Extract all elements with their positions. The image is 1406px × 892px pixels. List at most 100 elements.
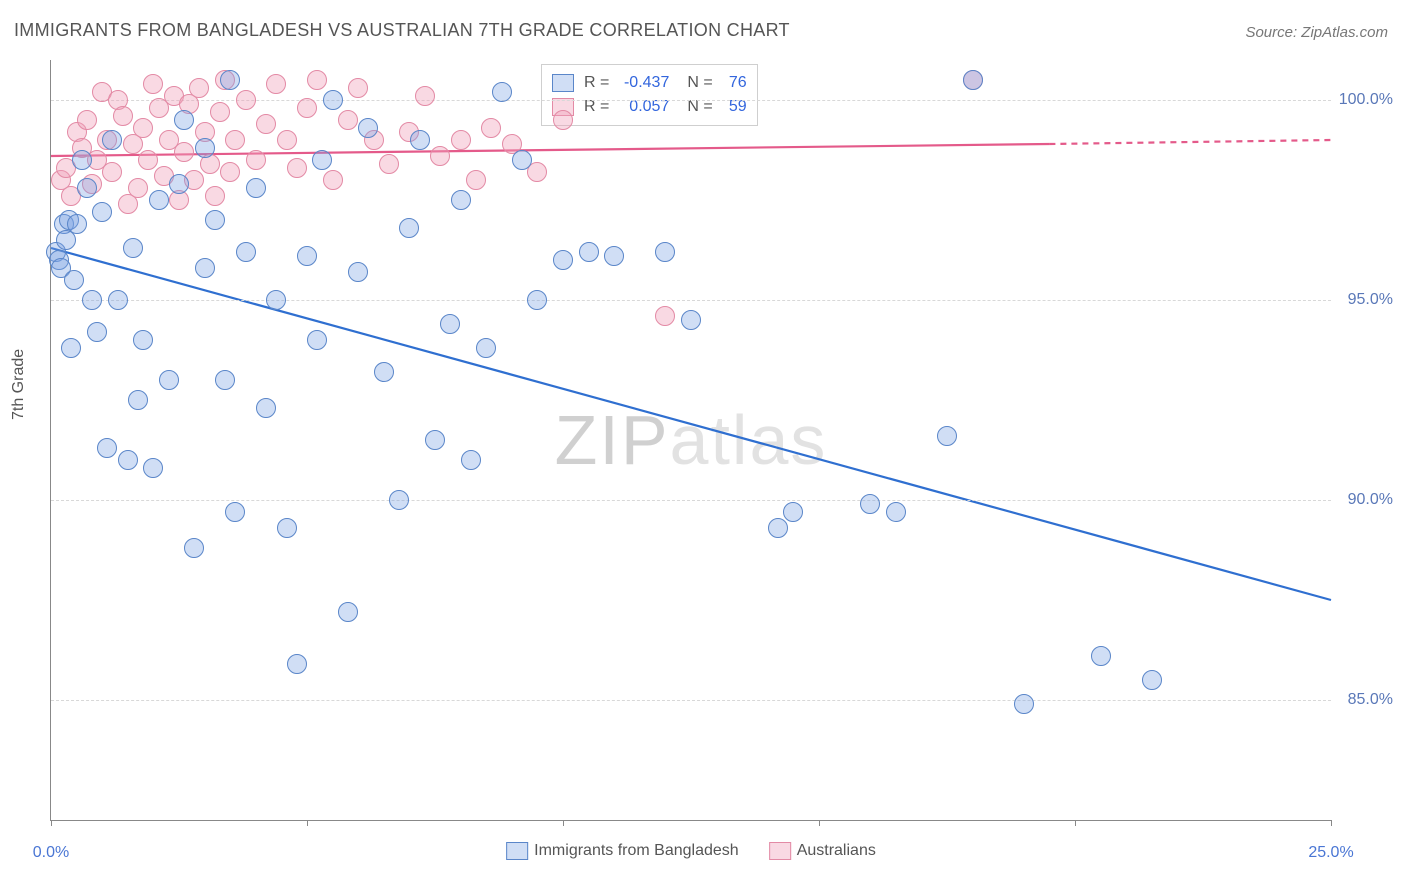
scatter-point-b	[451, 130, 471, 150]
r-label-a: R =	[584, 74, 609, 92]
scatter-point-a	[169, 174, 189, 194]
scatter-point-a	[1142, 670, 1162, 690]
scatter-point-a	[287, 654, 307, 674]
scatter-point-b	[338, 110, 358, 130]
scatter-point-b	[415, 86, 435, 106]
scatter-point-a	[174, 110, 194, 130]
legend-item-a: Immigrants from Bangladesh	[506, 842, 739, 860]
chart-title: IMMIGRANTS FROM BANGLADESH VS AUSTRALIAN…	[14, 20, 790, 41]
x-tick-label: 0.0%	[33, 844, 69, 862]
scatter-point-a	[220, 70, 240, 90]
scatter-point-a	[655, 242, 675, 262]
scatter-point-b	[77, 110, 97, 130]
gridline	[51, 500, 1331, 501]
scatter-point-a	[102, 130, 122, 150]
x-tick	[819, 820, 820, 826]
stats-legend-row-a: R = -0.437 N = 76	[552, 71, 747, 95]
scatter-point-a	[492, 82, 512, 102]
scatter-point-b	[323, 170, 343, 190]
n-label-a: N =	[687, 74, 712, 92]
scatter-point-b	[266, 74, 286, 94]
scatter-point-b	[205, 186, 225, 206]
scatter-point-b	[256, 114, 276, 134]
scatter-point-a	[374, 362, 394, 382]
scatter-point-a	[937, 426, 957, 446]
scatter-point-b	[174, 142, 194, 162]
scatter-point-a	[205, 210, 225, 230]
scatter-point-a	[307, 330, 327, 350]
scatter-point-a	[963, 70, 983, 90]
scatter-point-a	[195, 258, 215, 278]
scatter-point-b	[102, 162, 122, 182]
scatter-point-a	[476, 338, 496, 358]
scatter-point-b	[655, 306, 675, 326]
scatter-point-b	[348, 78, 368, 98]
scatter-point-b	[307, 70, 327, 90]
scatter-point-a	[128, 390, 148, 410]
scatter-point-a	[1014, 694, 1034, 714]
scatter-point-a	[886, 502, 906, 522]
gridline	[51, 700, 1331, 701]
legend-label-a: Immigrants from Bangladesh	[534, 842, 739, 860]
scatter-point-a	[425, 430, 445, 450]
scatter-point-a	[399, 218, 419, 238]
scatter-point-a	[358, 118, 378, 138]
legend-item-b: Australians	[769, 842, 876, 860]
x-tick	[1331, 820, 1332, 826]
scatter-point-a	[77, 178, 97, 198]
scatter-point-a	[312, 150, 332, 170]
scatter-point-a	[440, 314, 460, 334]
scatter-point-a	[348, 262, 368, 282]
swatch-series-a	[552, 74, 574, 92]
scatter-point-a	[143, 458, 163, 478]
scatter-point-a	[553, 250, 573, 270]
scatter-point-b	[430, 146, 450, 166]
scatter-point-b	[287, 158, 307, 178]
swatch-series-b-bottom	[769, 842, 791, 860]
scatter-point-a	[451, 190, 471, 210]
scatter-point-a	[461, 450, 481, 470]
legend-label-b: Australians	[797, 842, 876, 860]
gridline	[51, 300, 1331, 301]
stats-legend-row-b: R = 0.057 N = 59	[552, 95, 747, 119]
y-axis-label: 7th Grade	[10, 349, 28, 420]
scatter-point-a	[61, 338, 81, 358]
scatter-point-b	[189, 78, 209, 98]
y-tick-label: 90.0%	[1337, 491, 1393, 509]
scatter-point-b	[133, 118, 153, 138]
scatter-point-a	[87, 322, 107, 342]
x-tick	[307, 820, 308, 826]
scatter-point-a	[338, 602, 358, 622]
scatter-point-a	[783, 502, 803, 522]
scatter-point-a	[67, 214, 87, 234]
scatter-point-a	[149, 190, 169, 210]
x-tick-label: 25.0%	[1308, 844, 1353, 862]
scatter-point-b	[113, 106, 133, 126]
scatter-point-a	[82, 290, 102, 310]
scatter-point-b	[277, 130, 297, 150]
scatter-point-a	[768, 518, 788, 538]
scatter-point-a	[215, 370, 235, 390]
scatter-point-a	[681, 310, 701, 330]
x-tick	[51, 820, 52, 826]
scatter-point-b	[466, 170, 486, 190]
scatter-point-a	[118, 450, 138, 470]
regression-line	[1049, 140, 1331, 144]
scatter-point-a	[133, 330, 153, 350]
y-tick-label: 95.0%	[1337, 291, 1393, 309]
scatter-point-b	[138, 150, 158, 170]
y-tick-label: 100.0%	[1337, 91, 1393, 109]
r-value-a: -0.437	[617, 74, 669, 92]
scatter-point-a	[246, 178, 266, 198]
scatter-point-a	[123, 238, 143, 258]
scatter-point-a	[72, 150, 92, 170]
scatter-point-a	[92, 202, 112, 222]
scatter-point-a	[97, 438, 117, 458]
scatter-point-b	[128, 178, 148, 198]
x-tick	[1075, 820, 1076, 826]
scatter-point-b	[236, 90, 256, 110]
scatter-point-a	[108, 290, 128, 310]
scatter-point-b	[553, 110, 573, 130]
scatter-point-a	[512, 150, 532, 170]
scatter-point-a	[277, 518, 297, 538]
